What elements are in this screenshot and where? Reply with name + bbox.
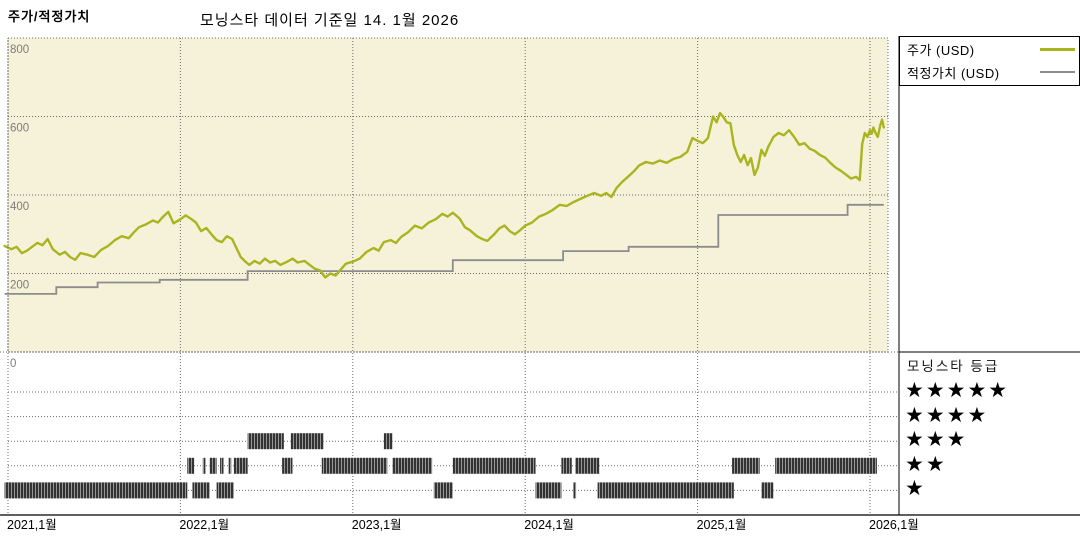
rating-bar-1-star	[4, 482, 188, 499]
y-axis-label-600: 600	[10, 123, 29, 135]
rating-bar-2-star	[732, 457, 760, 474]
price-plot-area	[8, 38, 888, 352]
rating-bar-1-star	[433, 482, 453, 499]
rating-legend-row-4-stars: ★★★★	[905, 403, 989, 427]
rating-legend-row-1-stars: ★	[905, 477, 926, 501]
price-line	[3, 111, 885, 279]
y-axis-label-200: 200	[10, 280, 29, 292]
y-axis-label-800: 800	[10, 44, 29, 56]
rating-bar-2-star	[220, 457, 224, 474]
x-axis-label-2021: 2021,1월	[7, 518, 57, 532]
rating-bar-1-star	[216, 482, 234, 499]
rating-bar-2-star	[282, 457, 293, 474]
legend-label-fairvalue: 적정가치 (USD)	[907, 65, 1000, 81]
rating-legend-title: 모닝스타 등급	[907, 359, 1000, 374]
rating-legend-row-2-stars: ★★	[905, 452, 947, 476]
x-axis-label-2023: 2023,1월	[352, 518, 402, 532]
rating-bar-2-star	[452, 457, 536, 474]
rating-bar-2-star	[561, 457, 572, 474]
rating-bar-2-star	[575, 457, 600, 474]
rating-bar-1-star	[597, 482, 734, 499]
fairvalue-line-swatch	[1040, 71, 1075, 73]
rating-bar-2-star	[187, 457, 195, 474]
rating-bar-1-star	[573, 482, 577, 499]
x-axis-label-2022: 2022,1월	[179, 518, 229, 532]
legend-item-price: 주가 (USD)	[907, 38, 1075, 60]
fairvalue-line	[4, 203, 884, 295]
rating-bar-2-star	[202, 457, 206, 474]
legend-label-price: 주가 (USD)	[907, 42, 975, 58]
rating-legend-row-5-stars: ★★★★★	[905, 379, 1010, 402]
x-axis-label-2025: 2025,1월	[697, 518, 747, 532]
rating-bar-3-star	[247, 433, 284, 450]
rating-bar-2-star	[321, 457, 388, 474]
y-axis-label-0: 0	[10, 358, 16, 370]
rating-bar-1-star	[192, 482, 210, 499]
legend-item-fairvalue: 적정가치 (USD)	[907, 61, 1075, 83]
rating-bar-2-star	[228, 457, 232, 474]
rating-bar-2-star	[775, 457, 877, 474]
rating-bar-2-star	[233, 457, 248, 474]
rating-bar-3-star	[290, 433, 324, 450]
rating-legend-row-3-stars: ★★★	[905, 428, 968, 452]
rating-bar-2-star	[209, 457, 217, 474]
rating-bar-1-star	[535, 482, 562, 499]
section-title: 주가/적정가치	[8, 9, 91, 24]
price-line-swatch	[1040, 47, 1075, 51]
chart-title: 모닝스타 데이터 기준일 14. 1월 2026	[200, 12, 460, 29]
rating-bar-3-star	[383, 433, 393, 450]
x-axis-label-2024: 2024,1월	[524, 518, 574, 532]
series-legend: 주가 (USD) 적정가치 (USD)	[899, 36, 1080, 86]
x-axis-label-2026: 2026,1월	[869, 518, 919, 532]
rating-bar-1-star	[761, 482, 774, 499]
rating-bar-2-star	[392, 457, 433, 474]
y-axis-label-400: 400	[10, 201, 29, 213]
